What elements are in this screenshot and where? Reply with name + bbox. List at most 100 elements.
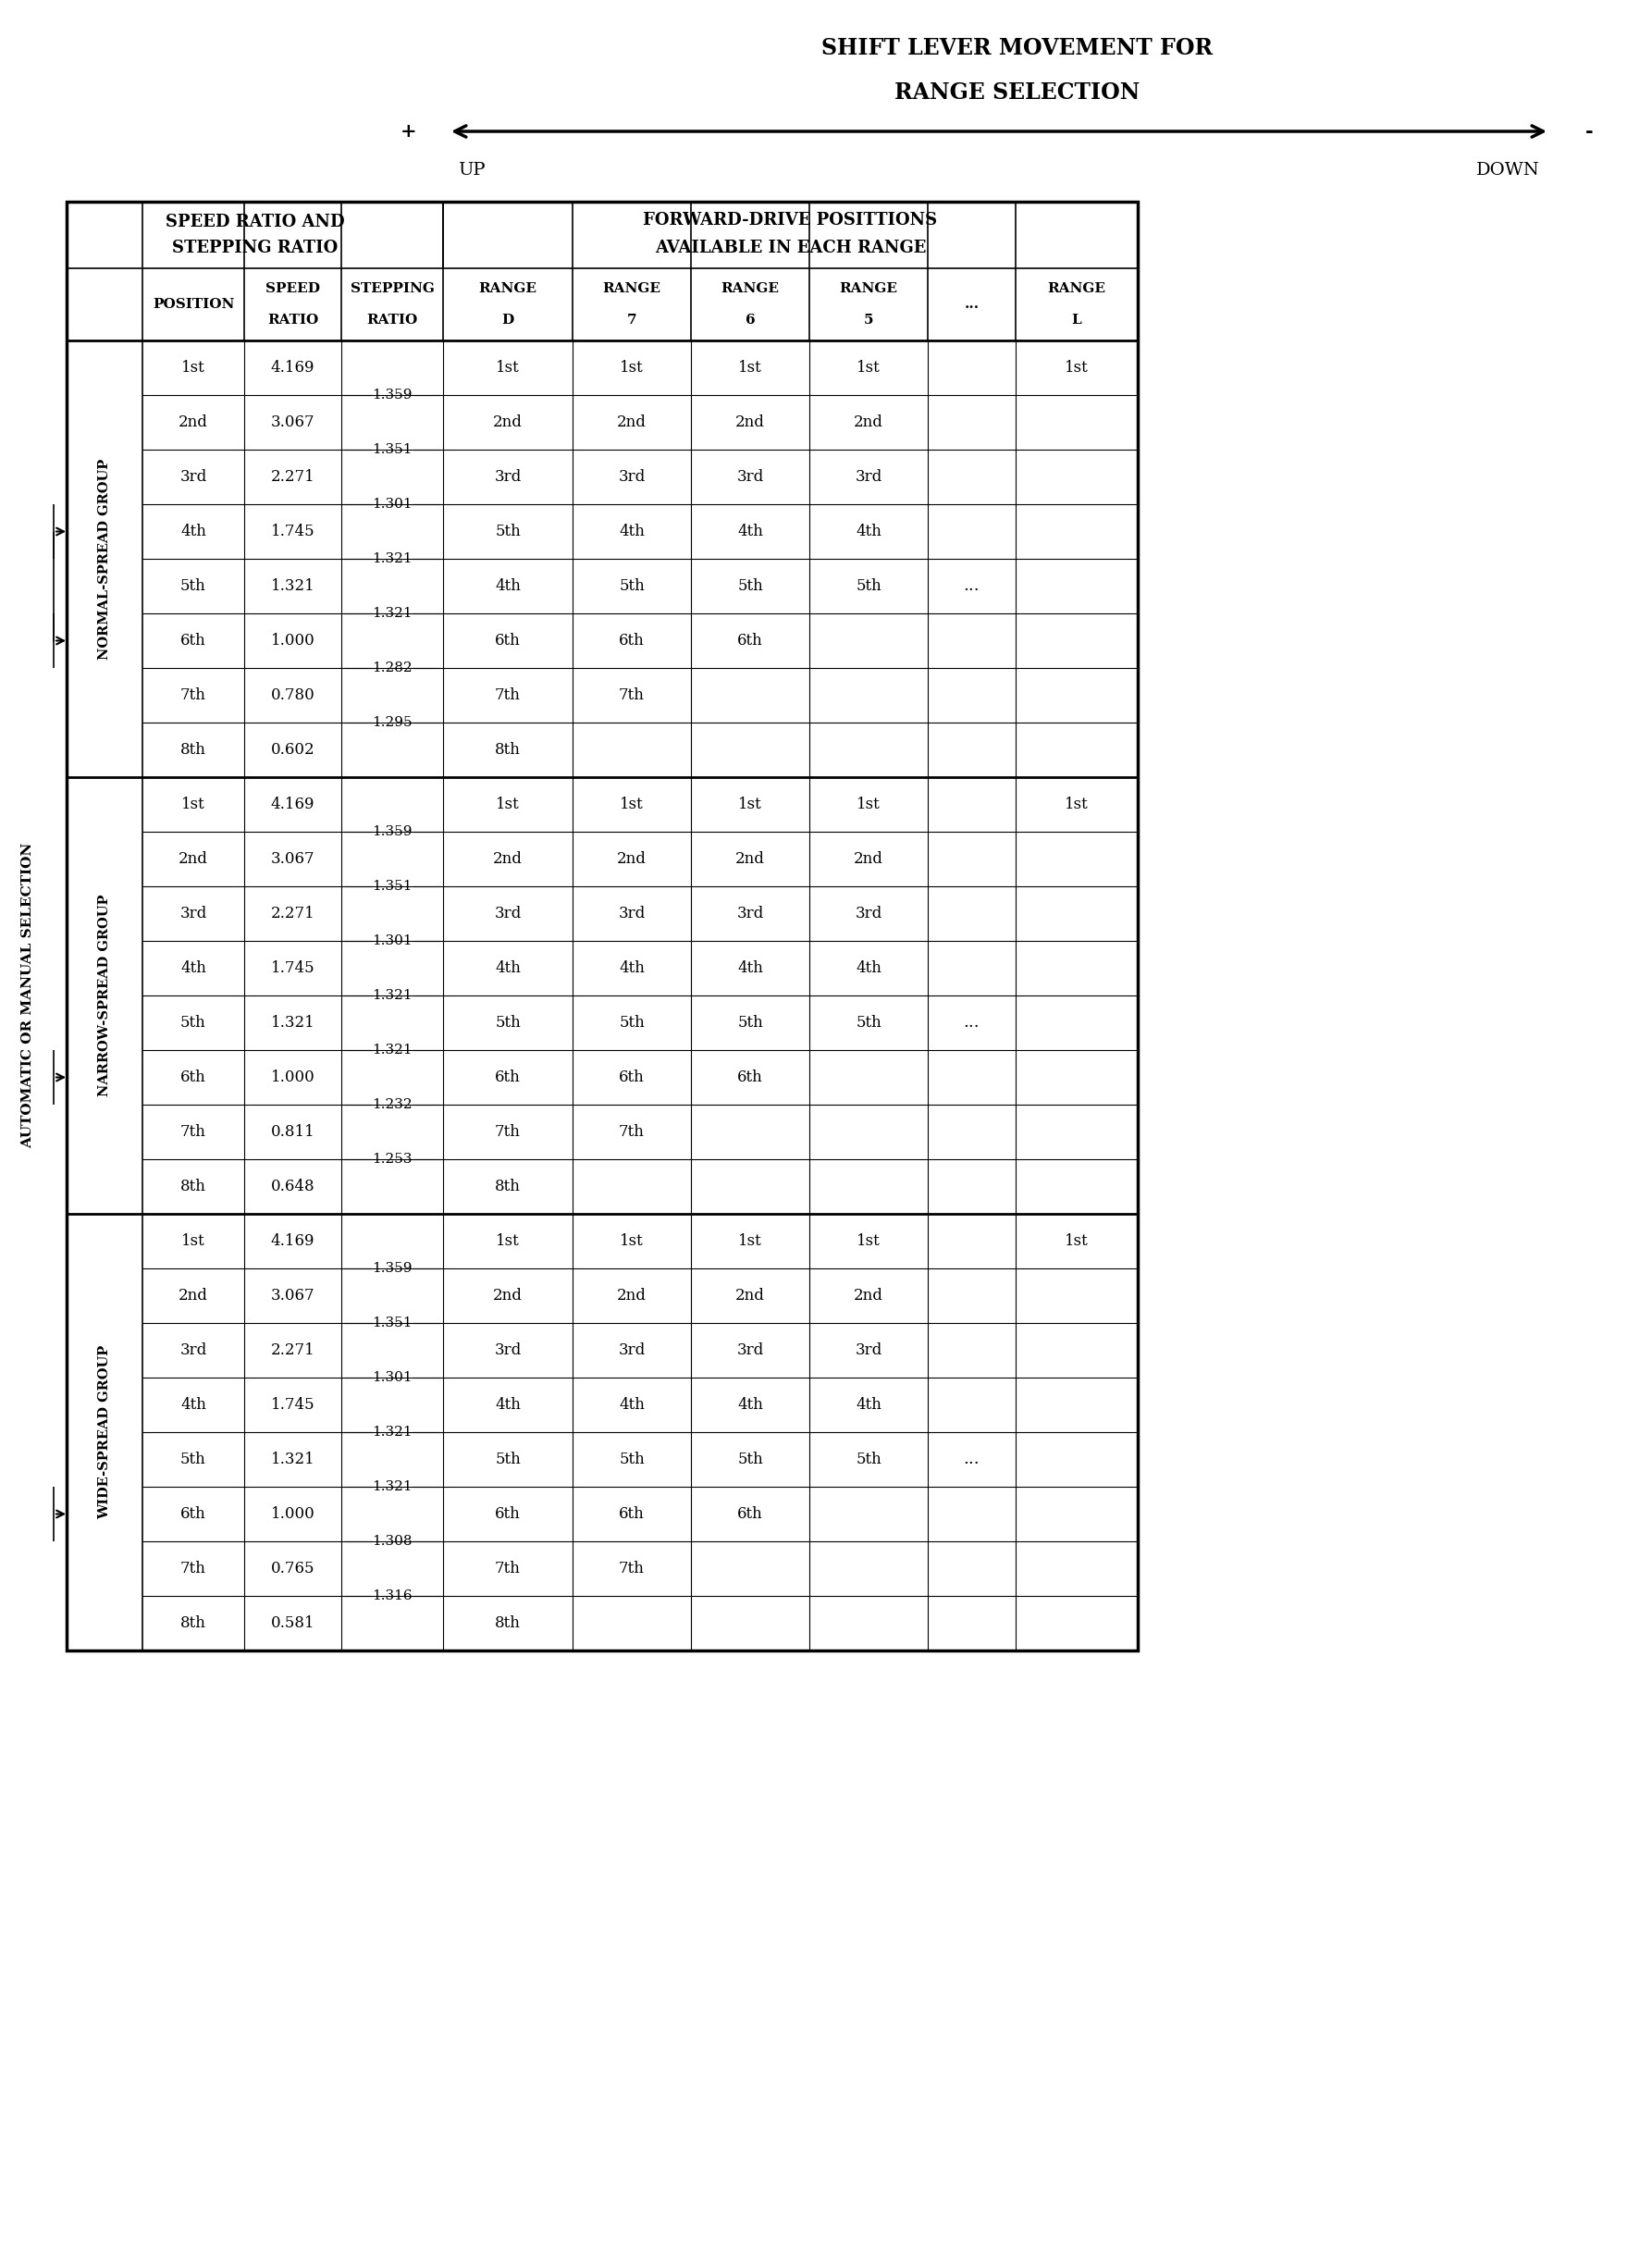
- Text: 1.351: 1.351: [372, 1316, 413, 1330]
- Text: 1st: 1st: [496, 1233, 520, 1249]
- Text: 7th: 7th: [620, 688, 644, 702]
- Text: 1.308: 1.308: [372, 1534, 413, 1548]
- Text: RATIO: RATIO: [367, 313, 418, 326]
- Text: 5: 5: [864, 313, 874, 326]
- Text: 8th: 8th: [180, 1179, 206, 1195]
- Text: RANGE SELECTION: RANGE SELECTION: [895, 81, 1140, 104]
- Text: 6th: 6th: [737, 1505, 763, 1521]
- Text: WIDE-SPREAD GROUP: WIDE-SPREAD GROUP: [97, 1346, 111, 1519]
- Text: 4th: 4th: [180, 961, 206, 976]
- Text: 4th: 4th: [856, 1397, 882, 1413]
- Text: 0.581: 0.581: [271, 1616, 316, 1631]
- Text: 3rd: 3rd: [494, 468, 522, 484]
- Text: 6th: 6th: [180, 1069, 206, 1085]
- Text: 1.745: 1.745: [271, 961, 316, 976]
- Text: 7th: 7th: [180, 1125, 206, 1141]
- Text: 1.301: 1.301: [372, 934, 413, 947]
- Text: RATIO: RATIO: [268, 313, 319, 326]
- Text: 4th: 4th: [856, 524, 882, 540]
- Text: 2nd: 2nd: [492, 850, 522, 866]
- Text: 2nd: 2nd: [854, 1287, 884, 1303]
- Text: 5th: 5th: [620, 1015, 644, 1031]
- Text: 1.232: 1.232: [372, 1098, 413, 1112]
- Text: DOWN: DOWN: [1477, 162, 1540, 178]
- Text: 0.765: 0.765: [271, 1562, 316, 1577]
- Text: 4th: 4th: [737, 524, 763, 540]
- Text: +: +: [401, 122, 416, 140]
- Text: 3rd: 3rd: [737, 1343, 763, 1359]
- Text: 6th: 6th: [496, 1069, 520, 1085]
- Text: 1st: 1st: [857, 1233, 881, 1249]
- Text: 1.253: 1.253: [372, 1152, 413, 1166]
- Text: 3rd: 3rd: [494, 1343, 522, 1359]
- Text: 8th: 8th: [496, 1179, 520, 1195]
- Text: 2nd: 2nd: [178, 1287, 208, 1303]
- Text: 2.271: 2.271: [271, 468, 316, 484]
- Text: AUTOMATIC OR MANUAL SELECTION: AUTOMATIC OR MANUAL SELECTION: [21, 844, 35, 1148]
- Text: 2nd: 2nd: [735, 414, 765, 430]
- Text: 1.000: 1.000: [271, 1069, 316, 1085]
- Text: STEPPING: STEPPING: [350, 281, 434, 295]
- Text: 1.321: 1.321: [271, 1015, 316, 1031]
- Text: 1st: 1st: [620, 1233, 644, 1249]
- Text: 1st: 1st: [182, 1233, 205, 1249]
- Text: 5th: 5th: [496, 524, 520, 540]
- Text: L: L: [1072, 313, 1082, 326]
- Text: 1.359: 1.359: [372, 826, 413, 839]
- Text: 1st: 1st: [620, 360, 644, 376]
- Text: 6th: 6th: [620, 1505, 644, 1521]
- Text: 1.321: 1.321: [372, 551, 413, 565]
- Text: 1.351: 1.351: [372, 443, 413, 457]
- Text: 1.295: 1.295: [372, 716, 413, 729]
- Text: 0.811: 0.811: [271, 1125, 316, 1141]
- Text: 1.321: 1.321: [271, 578, 316, 594]
- Text: 3rd: 3rd: [494, 907, 522, 922]
- Text: 6th: 6th: [496, 632, 520, 648]
- Text: 1.745: 1.745: [271, 524, 316, 540]
- Text: 2nd: 2nd: [854, 850, 884, 866]
- Text: 5th: 5th: [737, 578, 763, 594]
- Text: 3rd: 3rd: [856, 1343, 882, 1359]
- Text: 4.169: 4.169: [271, 360, 316, 376]
- Text: 3rd: 3rd: [180, 907, 206, 922]
- Text: 3rd: 3rd: [618, 1343, 646, 1359]
- Text: 7th: 7th: [180, 688, 206, 702]
- Text: 8th: 8th: [496, 1616, 520, 1631]
- Text: 5th: 5th: [856, 578, 882, 594]
- Text: 1st: 1st: [1066, 360, 1089, 376]
- Text: D: D: [502, 313, 514, 326]
- Text: 1.321: 1.321: [372, 1044, 413, 1058]
- Text: 1st: 1st: [738, 1233, 762, 1249]
- Text: -: -: [1586, 122, 1593, 140]
- Text: 1.351: 1.351: [372, 880, 413, 893]
- Text: STEPPING RATIO: STEPPING RATIO: [172, 241, 337, 256]
- Text: 1.321: 1.321: [372, 990, 413, 1001]
- Text: 1.000: 1.000: [271, 1505, 316, 1521]
- Text: 7th: 7th: [496, 1562, 520, 1577]
- Text: NORMAL-SPREAD GROUP: NORMAL-SPREAD GROUP: [97, 459, 111, 659]
- Text: 1st: 1st: [857, 796, 881, 812]
- Text: 0.648: 0.648: [271, 1179, 316, 1195]
- Text: 2nd: 2nd: [735, 850, 765, 866]
- Text: 4.169: 4.169: [271, 1233, 316, 1249]
- Text: UP: UP: [458, 162, 486, 178]
- Text: 4th: 4th: [856, 961, 882, 976]
- Text: 5th: 5th: [737, 1451, 763, 1467]
- Text: SPEED: SPEED: [266, 281, 320, 295]
- Text: 8th: 8th: [496, 742, 520, 758]
- Text: NARROW-SPREAD GROUP: NARROW-SPREAD GROUP: [97, 896, 111, 1096]
- Text: ...: ...: [963, 578, 980, 594]
- Text: 1st: 1st: [738, 360, 762, 376]
- Text: 7th: 7th: [620, 1562, 644, 1577]
- Text: 3rd: 3rd: [618, 907, 646, 922]
- Text: 3rd: 3rd: [737, 468, 763, 484]
- Text: ...: ...: [963, 1451, 980, 1467]
- Text: RANGE: RANGE: [839, 281, 897, 295]
- Text: 5th: 5th: [180, 1015, 206, 1031]
- Bar: [66, 202, 1138, 1652]
- Text: 8th: 8th: [180, 742, 206, 758]
- Text: 4th: 4th: [620, 524, 644, 540]
- Text: 5th: 5th: [180, 1451, 206, 1467]
- Text: 6th: 6th: [737, 1069, 763, 1085]
- Text: 6th: 6th: [620, 1069, 644, 1085]
